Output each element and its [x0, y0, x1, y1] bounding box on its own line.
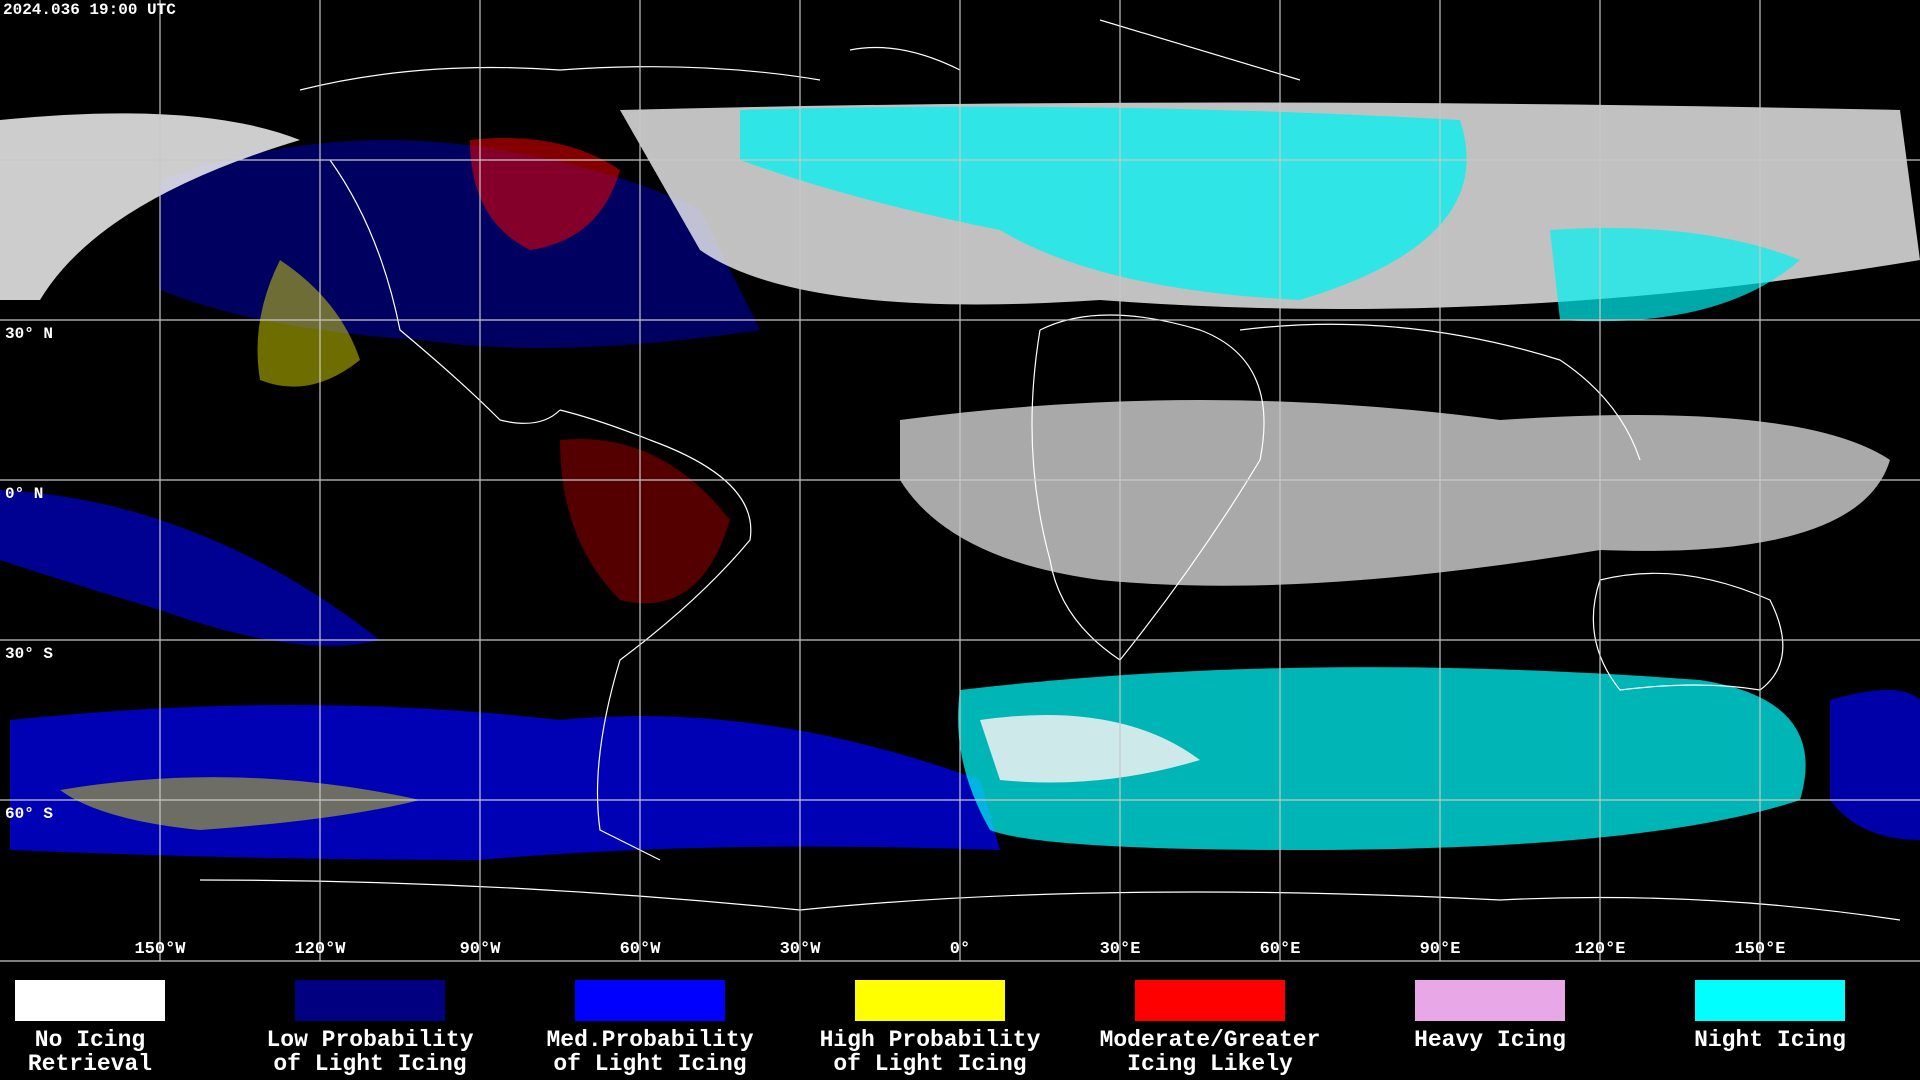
legend-label: Heavy Icing	[1414, 1027, 1566, 1053]
latitude-label: 0° N	[5, 485, 43, 503]
icing-region	[10, 705, 1000, 860]
latitude-label: 30° N	[5, 325, 53, 343]
night-region	[1550, 228, 1800, 322]
legend-swatch	[855, 980, 1005, 1021]
legend-label: of Light Icing	[273, 1051, 466, 1077]
labels: 30° N 0° N 30° S 60° S 150°W 120°W 90°W 60°W 30°…	[5, 325, 1786, 959]
legend-swatch	[1415, 980, 1565, 1021]
timestamp: 2024.036 19:00 UTC	[3, 1, 176, 19]
night-region	[958, 667, 1806, 850]
longitude-label: 90°W	[460, 940, 502, 959]
longitude-label: 120°E	[1574, 940, 1625, 959]
latitude-label: 60° S	[5, 805, 53, 823]
coastline	[199, 879, 1901, 921]
graticule	[0, 0, 1920, 961]
icing-region	[60, 777, 420, 830]
longitude-label: 150°E	[1734, 940, 1785, 959]
coastlines	[199, 19, 1901, 921]
legend-swatch	[295, 980, 445, 1021]
icing-region	[1830, 690, 1920, 840]
cloud-region	[980, 715, 1200, 783]
latitude-label: 30° S	[5, 645, 53, 663]
legend-swatch	[15, 980, 165, 1021]
icing-region	[257, 260, 360, 387]
longitude-label: 120°W	[294, 940, 346, 959]
legend-label: Med.Probability	[546, 1027, 753, 1053]
longitude-label: 150°W	[134, 940, 186, 959]
cloud-region	[900, 400, 1890, 586]
legend-label: Retrieval	[28, 1051, 152, 1077]
longitude-label: 60°E	[1260, 940, 1301, 959]
legend-label: Low Probability	[266, 1027, 473, 1053]
icing-region	[470, 138, 620, 250]
longitude-label: 30°E	[1100, 940, 1141, 959]
legend-label: of Light Icing	[833, 1051, 1026, 1077]
legend-label: Icing Likely	[1127, 1051, 1293, 1077]
coastline	[299, 66, 821, 861]
night-region	[740, 106, 1467, 301]
legend-label: No Icing	[35, 1027, 145, 1053]
legend-swatch	[1135, 980, 1285, 1021]
legend-label: High Probability	[820, 1027, 1041, 1053]
legend-swatch	[1695, 980, 1845, 1021]
icing-region	[0, 490, 380, 646]
longitude-label: 60°W	[620, 940, 662, 959]
legend-label: of Light Icing	[553, 1051, 746, 1077]
longitude-label: 0°	[950, 940, 970, 959]
legend-label: Moderate/Greater	[1100, 1027, 1321, 1053]
legend-swatch	[575, 980, 725, 1021]
coastline	[1031, 314, 1641, 661]
longitude-label: 90°E	[1420, 940, 1461, 959]
longitude-label: 30°W	[780, 940, 822, 959]
legend-label: Night Icing	[1694, 1027, 1846, 1053]
